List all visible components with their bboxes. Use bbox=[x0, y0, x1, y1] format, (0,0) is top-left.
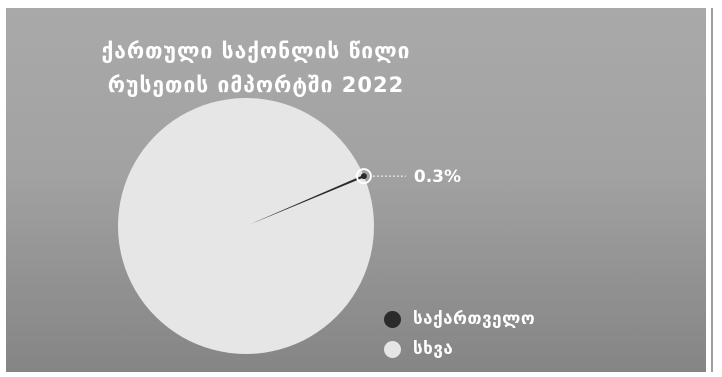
callout-marker-ring bbox=[355, 168, 372, 185]
pie-slices bbox=[117, 97, 374, 354]
legend-label-georgia: საქართველო bbox=[413, 309, 536, 329]
right-border-rule bbox=[711, 8, 713, 372]
chart-panel: ქართული საქონლის წილი რუსეთის იმპორტში 2… bbox=[6, 8, 706, 372]
pie-slice-other bbox=[117, 97, 374, 354]
pie-slice-georgia bbox=[246, 175, 365, 226]
callout-marker-dot bbox=[360, 173, 367, 180]
pie-chart: 0.3% bbox=[117, 97, 461, 354]
slice-data-label: 0.3% bbox=[414, 167, 461, 187]
legend-swatch-georgia bbox=[384, 310, 401, 328]
chart-title-line-1: ქართული საქონლის წილი bbox=[101, 39, 411, 63]
chart-title: ქართული საქონლის წილი რუსეთის იმპორტში 2… bbox=[6, 34, 506, 102]
chart-title-line-2: რუსეთის იმპორტში 2022 bbox=[107, 73, 405, 97]
legend-item-other: სხვა bbox=[384, 337, 453, 361]
legend-swatch-other bbox=[384, 340, 401, 358]
legend-label-other: სხვა bbox=[413, 339, 454, 359]
legend-item-georgia: საქართველო bbox=[384, 307, 535, 331]
pie-callout: 0.3% bbox=[355, 167, 461, 187]
